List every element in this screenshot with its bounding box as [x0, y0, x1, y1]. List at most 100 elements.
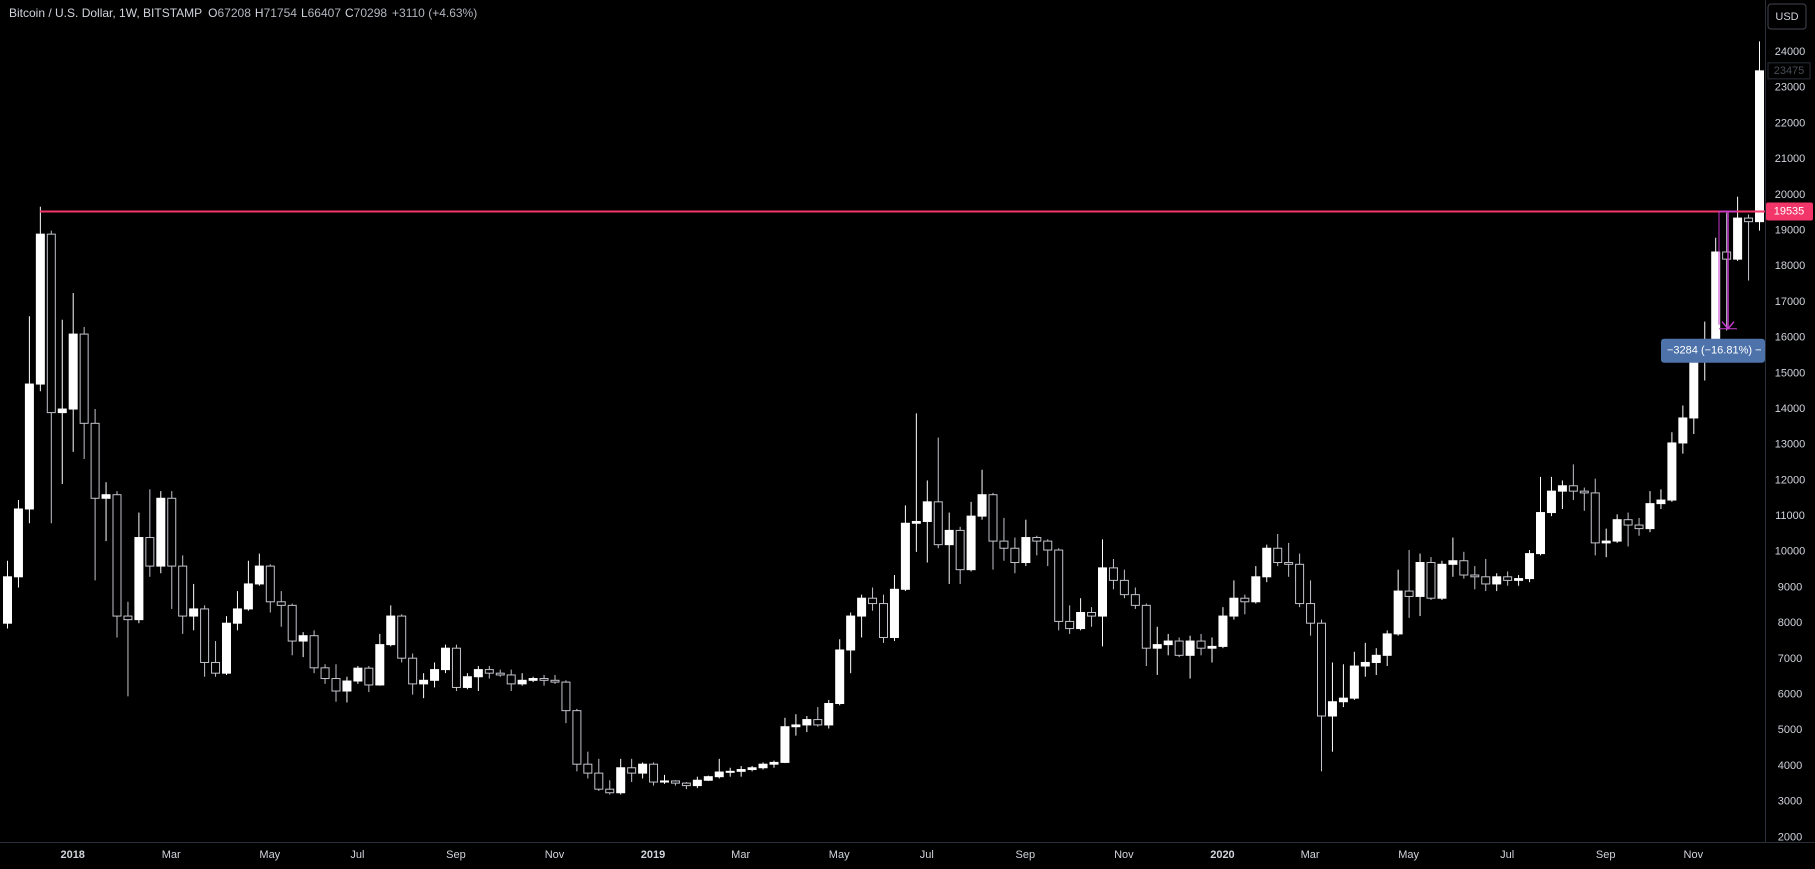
candle-body [309, 635, 319, 669]
candle-body [933, 501, 943, 546]
candle-body [1229, 597, 1239, 617]
candle-body [189, 608, 199, 617]
candle-body [1393, 590, 1403, 635]
candle-body [495, 672, 505, 676]
candle-body [1360, 661, 1370, 667]
candle-body [1415, 562, 1425, 597]
candle-body [3, 576, 12, 624]
candle-body [1119, 579, 1129, 596]
candle-body [1689, 355, 1699, 419]
candle-body [298, 635, 308, 642]
candle-body [1667, 442, 1677, 501]
candle-body [1327, 701, 1337, 717]
x-tick-label: 2018 [60, 849, 84, 861]
candle-body [1722, 251, 1732, 260]
candle-body [638, 763, 648, 774]
candle-body [561, 681, 571, 712]
candle-body [178, 565, 188, 617]
candle-body [1207, 645, 1217, 649]
candle-body [232, 608, 242, 624]
level-label-box [1766, 202, 1813, 221]
candle-body [835, 649, 845, 705]
x-tick-label: Jul [920, 849, 934, 861]
level-label: 19535 [1774, 205, 1805, 217]
candle-body [955, 529, 965, 571]
measure-label: −3284 (−16.81%) − [1667, 345, 1762, 357]
candle-body [1481, 576, 1491, 585]
candle-body [167, 497, 177, 567]
candle-body [397, 615, 407, 659]
candle-body [24, 383, 34, 510]
ohlc-label: L [301, 6, 308, 20]
candle-body [1098, 567, 1107, 617]
y-tick-label: 20000 [1775, 189, 1806, 201]
ohlc-label: O [208, 6, 217, 20]
y-tick-label: 19000 [1775, 224, 1806, 236]
candle-body [211, 661, 221, 674]
candle-body [484, 669, 494, 674]
candle-body [900, 522, 910, 590]
x-tick-label: 2019 [641, 849, 665, 861]
candle-body [780, 726, 790, 763]
candle-body [112, 494, 122, 617]
y-tick-label: 12000 [1775, 474, 1806, 486]
x-tick-label: Mar [1301, 849, 1320, 861]
candle-body [1251, 576, 1261, 603]
ohlc-value: 71754 [264, 6, 298, 20]
candle-body [462, 676, 472, 688]
candle-body [1601, 540, 1611, 544]
candle-body [758, 763, 768, 769]
candle-body [1503, 576, 1513, 581]
candle-body [1152, 644, 1162, 649]
candle-body [1448, 560, 1458, 565]
candle-body [1744, 217, 1754, 223]
candle-body [517, 679, 527, 685]
y-tick-label: 23000 [1775, 82, 1806, 94]
x-tick-label: Sep [446, 849, 466, 861]
candle-body [1021, 537, 1031, 564]
candle-body [703, 776, 713, 781]
candle-body [550, 679, 560, 683]
candle-body [331, 678, 341, 692]
candle-body [353, 667, 363, 682]
candle-body [1141, 604, 1151, 649]
candle-body [419, 679, 429, 685]
candle-body [725, 770, 735, 773]
candle-body [670, 780, 680, 784]
candle-body [287, 604, 297, 642]
candle-body [857, 597, 867, 617]
candle-body [145, 537, 155, 567]
change-label: +3110 (+4.63%) [392, 6, 477, 20]
candle-body [1382, 633, 1392, 656]
candle-body [386, 615, 396, 646]
currency-button[interactable] [1767, 3, 1807, 30]
candle-body [594, 772, 604, 790]
x-tick-label: Nov [1684, 849, 1704, 861]
candle-body [222, 622, 231, 674]
x-tick-label: Jul [1500, 849, 1514, 861]
candle-body [692, 779, 702, 787]
candle-body [101, 494, 111, 499]
candle-body [79, 333, 89, 424]
ohlc-value: 66407 [308, 6, 342, 20]
candle-body [1295, 563, 1305, 605]
candle-body [375, 644, 385, 686]
candle-body [736, 769, 746, 772]
candle-body [813, 719, 823, 726]
y-tick-label: 22000 [1775, 117, 1806, 129]
ohlc-label: C [345, 6, 354, 20]
candle-body [539, 678, 549, 681]
candle-body [1371, 654, 1381, 663]
candle-body [1404, 590, 1414, 597]
currency-button-label[interactable]: USD [1775, 11, 1798, 23]
candle-body [714, 771, 724, 778]
y-tick-label: 11000 [1775, 510, 1805, 522]
last-price-label: 23475 [1774, 65, 1805, 77]
candle-body [342, 680, 352, 692]
x-tick-label: Nov [1114, 849, 1134, 861]
candle-body [1459, 560, 1469, 576]
candle-body [123, 615, 133, 621]
y-tick-label: 16000 [1775, 332, 1806, 344]
candle-body [35, 233, 45, 385]
